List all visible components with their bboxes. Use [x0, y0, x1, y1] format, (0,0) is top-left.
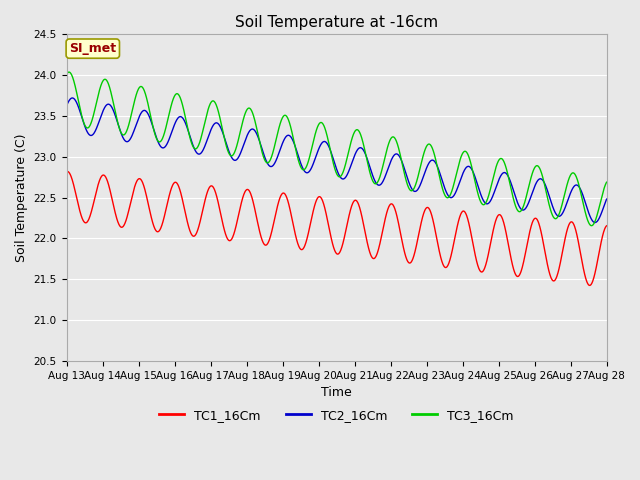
TC3_16Cm	[326, 143, 333, 149]
TC1_16Cm	[326, 227, 333, 232]
TC1_16Cm	[603, 223, 611, 228]
TC1_16Cm	[63, 168, 71, 174]
TC1_16Cm	[311, 201, 319, 207]
TC3_16Cm	[65, 69, 73, 75]
TC2_16Cm	[603, 196, 611, 202]
TC2_16Cm	[591, 220, 599, 226]
TC2_16Cm	[587, 216, 595, 221]
TC1_16Cm	[588, 281, 595, 287]
TC2_16Cm	[488, 195, 496, 201]
TC2_16Cm	[90, 130, 98, 135]
TC3_16Cm	[90, 109, 98, 115]
TC3_16Cm	[587, 223, 595, 228]
TC2_16Cm	[311, 156, 319, 162]
TC3_16Cm	[488, 180, 496, 185]
TC3_16Cm	[588, 223, 595, 228]
Legend: TC1_16Cm, TC2_16Cm, TC3_16Cm: TC1_16Cm, TC2_16Cm, TC3_16Cm	[154, 404, 519, 427]
Line: TC1_16Cm: TC1_16Cm	[67, 171, 607, 286]
Title: Soil Temperature at -16cm: Soil Temperature at -16cm	[235, 15, 438, 30]
TC2_16Cm	[68, 95, 76, 101]
Line: TC2_16Cm: TC2_16Cm	[67, 98, 607, 223]
Text: SI_met: SI_met	[69, 42, 116, 55]
TC3_16Cm	[63, 72, 70, 77]
TC1_16Cm	[63, 169, 70, 175]
TC1_16Cm	[588, 281, 595, 287]
TC1_16Cm	[488, 233, 496, 239]
TC1_16Cm	[90, 197, 98, 203]
TC2_16Cm	[326, 145, 333, 151]
TC3_16Cm	[588, 223, 595, 228]
TC3_16Cm	[603, 180, 611, 185]
TC2_16Cm	[63, 103, 70, 109]
Y-axis label: Soil Temperature (C): Soil Temperature (C)	[15, 133, 28, 262]
TC1_16Cm	[586, 283, 593, 288]
TC3_16Cm	[311, 132, 319, 138]
TC2_16Cm	[588, 216, 595, 222]
X-axis label: Time: Time	[321, 386, 352, 399]
Line: TC3_16Cm: TC3_16Cm	[67, 72, 607, 226]
